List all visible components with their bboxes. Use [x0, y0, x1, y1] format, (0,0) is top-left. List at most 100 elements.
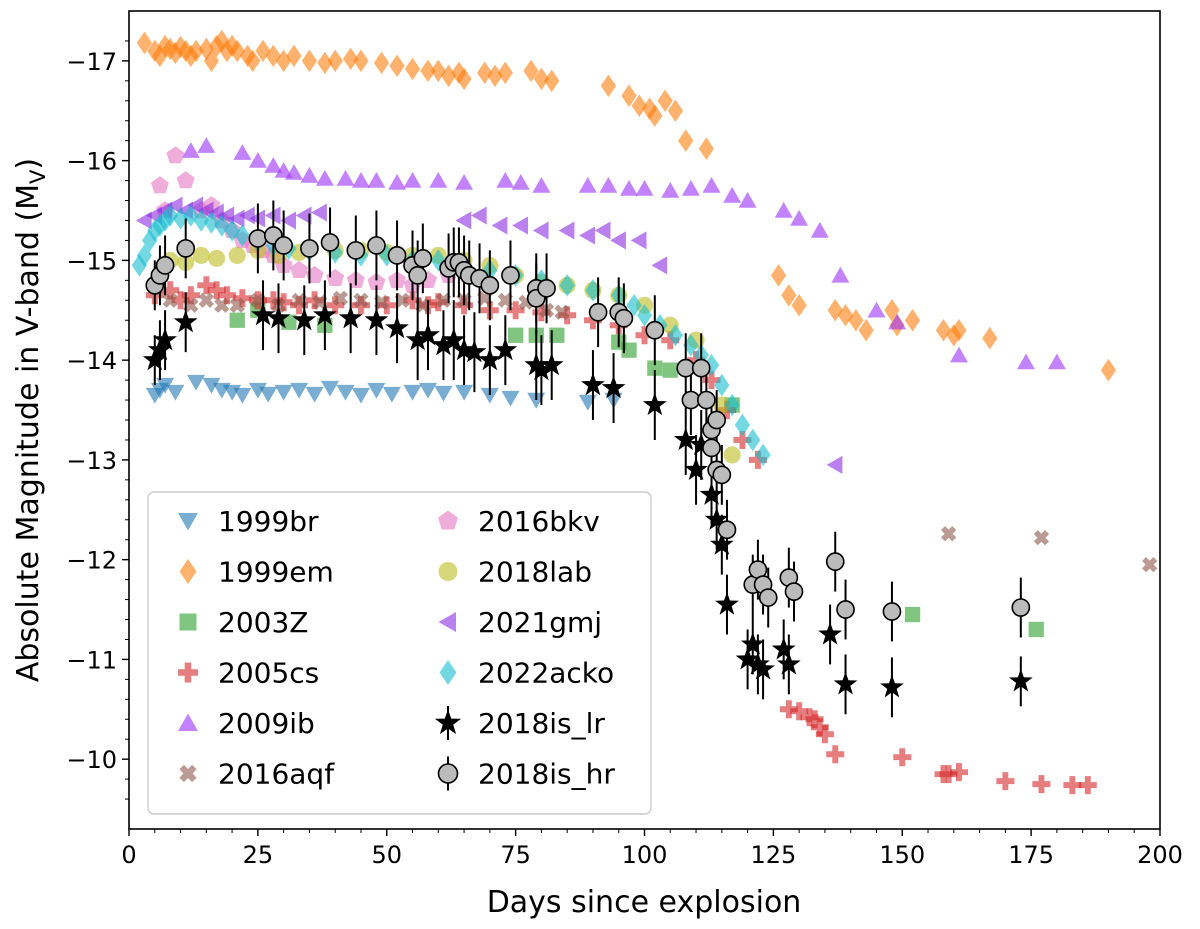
data-point	[745, 428, 761, 452]
data-point	[950, 346, 968, 363]
data-point	[207, 281, 226, 300]
data-point	[630, 231, 647, 250]
data-point	[661, 331, 680, 350]
data-point	[478, 347, 502, 371]
legend-marker	[439, 660, 457, 685]
data-point	[939, 765, 958, 784]
data-point	[614, 308, 634, 328]
data-point	[621, 342, 637, 358]
legend-label: 2003Z	[218, 606, 308, 639]
data-point	[162, 292, 178, 308]
data-point	[233, 387, 252, 404]
y-tick-label: −15	[66, 247, 117, 275]
y-axis-title: Absolute Magnitude in V-band (MV)	[11, 158, 50, 682]
data-point	[687, 351, 706, 370]
data-point	[416, 322, 440, 346]
data-point	[673, 427, 698, 451]
data-point	[193, 209, 209, 232]
data-point	[746, 651, 770, 675]
data-point	[292, 307, 317, 331]
data-point	[588, 302, 608, 322]
x-tick-label: 150	[879, 841, 925, 869]
data-point	[805, 710, 824, 729]
data-point	[183, 297, 199, 313]
data-point	[501, 390, 520, 407]
data-point	[166, 384, 185, 401]
y-tick-label: −10	[66, 746, 117, 774]
data-point	[441, 327, 466, 351]
legend-entry-2022acko: 2022acko	[439, 657, 614, 690]
data-point	[825, 552, 845, 572]
data-point	[790, 209, 809, 226]
data-point	[259, 386, 278, 403]
data-point	[136, 31, 153, 55]
y-tick-label: −12	[66, 547, 117, 575]
data-point	[181, 142, 200, 158]
data-point	[176, 171, 195, 189]
data-point	[313, 302, 337, 326]
data-point	[274, 236, 294, 255]
data-point	[631, 94, 647, 117]
data-point	[784, 582, 804, 601]
data-point	[950, 763, 968, 782]
data-point	[367, 382, 386, 399]
data-point	[248, 229, 268, 248]
data-point	[451, 61, 467, 85]
legend-marker	[434, 709, 462, 735]
data-point	[153, 327, 177, 351]
data-point	[455, 296, 474, 315]
data-point	[420, 59, 436, 83]
data-point	[941, 526, 957, 542]
data-point	[173, 309, 198, 333]
data-point	[585, 279, 601, 302]
data-point	[676, 358, 696, 378]
data-point	[455, 384, 474, 401]
data-point	[188, 39, 204, 63]
y-tick-label: −17	[66, 48, 117, 76]
data-point	[532, 221, 549, 240]
data-point	[394, 292, 410, 308]
data-point	[635, 326, 654, 345]
legend-label: 2016aqf	[218, 758, 335, 791]
legend-entry-2018is-lr: 2018is_lr	[434, 706, 605, 740]
data-point	[224, 34, 240, 58]
series-2018is-hr	[145, 200, 1031, 642]
legend-marker	[437, 763, 459, 784]
data-point	[626, 294, 642, 317]
data-point	[815, 725, 834, 744]
data-point	[403, 384, 422, 401]
data-point	[276, 49, 292, 73]
data-point	[352, 172, 370, 188]
data-point	[305, 386, 324, 403]
data-point	[880, 674, 904, 698]
data-point	[702, 177, 721, 193]
series-1999br	[145, 374, 623, 411]
data-point	[214, 297, 230, 313]
data-point	[681, 180, 700, 196]
data-point	[301, 49, 318, 73]
data-point	[389, 54, 405, 78]
data-point	[156, 377, 175, 394]
data-point	[419, 382, 437, 399]
data-point	[332, 290, 348, 306]
data-point	[367, 272, 386, 290]
data-point	[594, 221, 611, 240]
data-point	[353, 292, 369, 308]
data-point	[387, 246, 407, 265]
x-tick-label: 100	[622, 841, 668, 869]
legend-label: 2018is_hr	[478, 758, 615, 791]
data-point	[311, 203, 327, 222]
data-point	[1017, 353, 1035, 370]
data-point	[162, 37, 178, 61]
legend-marker	[438, 562, 458, 581]
data-point	[1011, 598, 1031, 617]
x-tick-label: 175	[1008, 841, 1054, 869]
legend-entry-2021gmj: 2021gmj	[438, 606, 602, 639]
data-point	[635, 180, 654, 196]
data-point	[645, 320, 665, 340]
legend-marker	[178, 713, 198, 731]
data-point	[264, 157, 283, 173]
data-point	[336, 170, 355, 186]
legend-entry-2018lab: 2018lab	[438, 556, 592, 589]
